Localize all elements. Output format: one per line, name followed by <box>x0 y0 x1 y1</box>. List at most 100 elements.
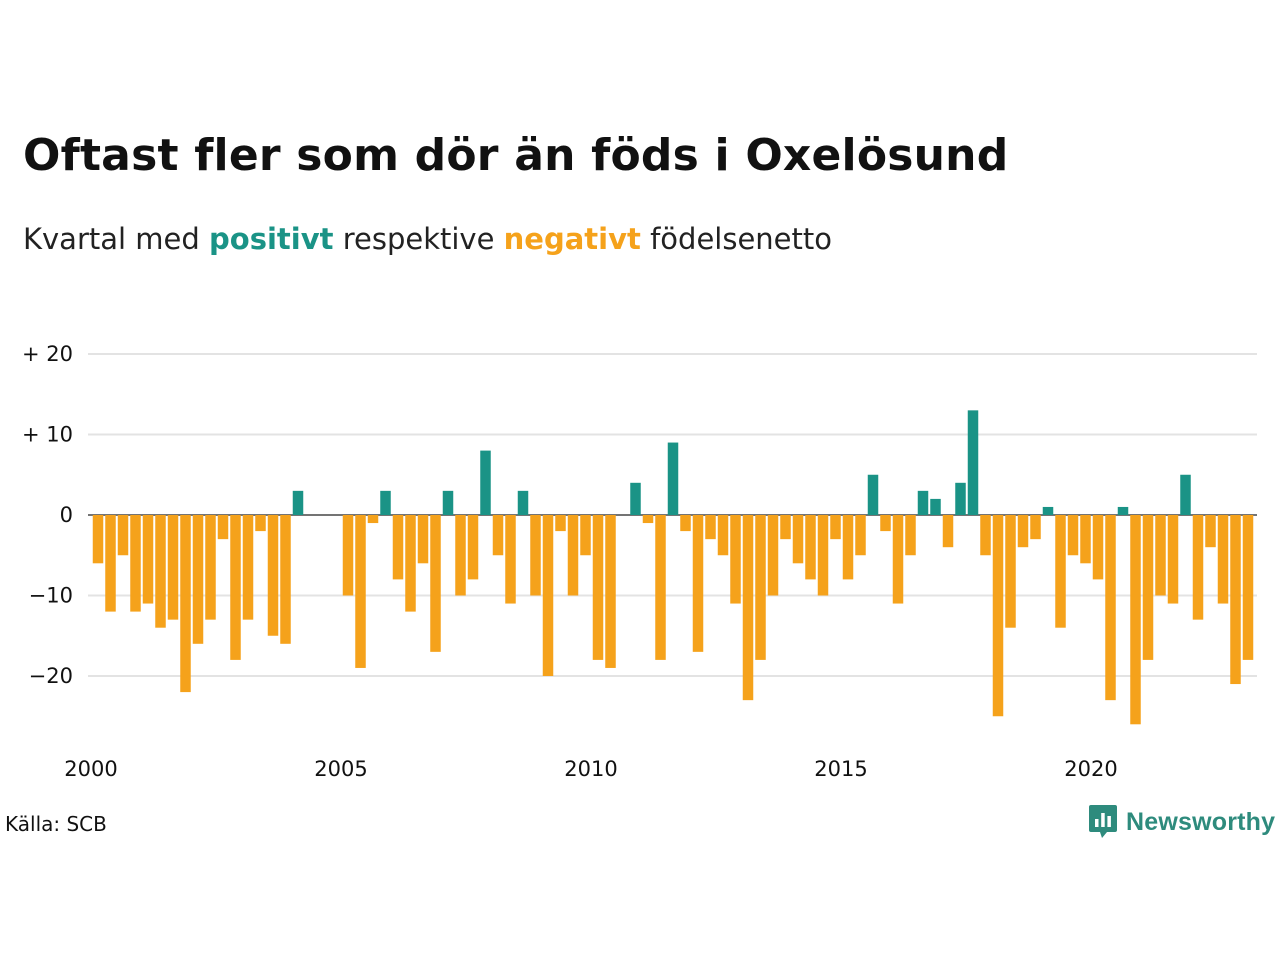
bar <box>805 515 816 580</box>
bar <box>980 515 991 556</box>
bar <box>755 515 766 660</box>
bar <box>1080 515 1091 564</box>
bar <box>1067 515 1079 556</box>
bar <box>780 515 791 540</box>
bar <box>442 490 454 515</box>
bar <box>892 515 904 604</box>
bar <box>217 515 229 540</box>
source-note: Källa: SCB <box>5 812 107 836</box>
bar <box>830 515 841 540</box>
bar <box>205 515 216 620</box>
bar <box>180 515 191 693</box>
x-tick-label: 2000 <box>64 757 117 781</box>
bar <box>642 515 654 524</box>
bar <box>817 515 829 596</box>
bar <box>417 515 429 564</box>
bar <box>742 515 754 701</box>
bar <box>1130 515 1141 725</box>
bar <box>555 515 566 532</box>
newsworthy-brand: Newsworthy <box>1088 804 1275 840</box>
bar-chart: + 20 + 10 0 −10 −20 2000 2005 2010 2015 2020 <box>22 342 1257 781</box>
bar <box>1230 515 1241 685</box>
y-tick-label: −10 <box>29 584 73 608</box>
bar <box>155 515 166 628</box>
bar <box>955 482 966 515</box>
bar <box>392 515 404 580</box>
bar <box>1005 515 1016 628</box>
bar <box>917 490 929 515</box>
bar <box>717 515 729 556</box>
bar <box>542 515 554 676</box>
bar <box>467 515 479 580</box>
bar <box>692 515 704 652</box>
bar <box>567 515 579 596</box>
subtitle-suffix: födelsenetto <box>650 222 832 256</box>
bar <box>355 515 366 668</box>
x-tick-label: 2020 <box>1064 757 1117 781</box>
bar <box>1042 506 1054 515</box>
bar <box>405 515 416 612</box>
bar <box>1205 515 1216 548</box>
x-tick-label: 2015 <box>814 757 867 781</box>
bar <box>1167 515 1179 604</box>
bar <box>530 515 541 596</box>
bar <box>867 474 879 515</box>
bar <box>505 515 516 604</box>
bar <box>117 515 129 556</box>
bar <box>367 515 379 524</box>
bar <box>1055 515 1066 628</box>
bar <box>292 490 304 515</box>
x-tick-label: 2010 <box>564 757 617 781</box>
bar <box>930 498 941 515</box>
bar <box>167 515 179 620</box>
bar <box>592 515 604 660</box>
bar <box>1092 515 1104 580</box>
bar <box>942 515 954 548</box>
bar <box>267 515 279 636</box>
bar <box>242 515 254 620</box>
bar <box>967 410 979 515</box>
bar <box>1155 515 1166 596</box>
bar <box>130 515 141 612</box>
y-tick-label: −20 <box>29 664 73 688</box>
bar <box>455 515 466 596</box>
bar <box>230 515 241 660</box>
bar <box>1192 515 1204 620</box>
bar <box>667 442 679 515</box>
bar <box>380 490 391 515</box>
bar <box>192 515 204 644</box>
y-tick-label: + 20 <box>22 342 73 366</box>
bar <box>630 482 641 515</box>
subtitle-prefix: Kvartal med <box>23 222 200 256</box>
x-tick-label: 2005 <box>314 757 367 781</box>
bar <box>1142 515 1154 660</box>
bar <box>992 515 1004 717</box>
bar <box>1105 515 1116 701</box>
bar <box>842 515 854 580</box>
newsworthy-logo-icon <box>1089 805 1117 838</box>
bar <box>767 515 779 596</box>
subtitle-middle: respektive <box>342 222 495 256</box>
bar <box>1180 474 1191 515</box>
subtitle-positive-word: positivt <box>209 222 334 256</box>
bar <box>255 515 266 532</box>
bar <box>1117 506 1129 515</box>
bar <box>1030 515 1041 540</box>
bar <box>580 515 591 556</box>
bar <box>680 515 691 532</box>
bar <box>105 515 116 612</box>
bar <box>517 490 529 515</box>
chart-title: Oftast fler som dör än föds i Oxelösund <box>23 130 1009 181</box>
chart-subtitle: Kvartal med positivt respektive negativt… <box>23 222 832 256</box>
y-tick-label: + 10 <box>22 423 73 447</box>
bar <box>142 515 154 604</box>
bar <box>430 515 441 652</box>
bar <box>730 515 741 604</box>
bar <box>1017 515 1029 548</box>
bar <box>342 515 354 596</box>
bar <box>92 515 104 564</box>
bar <box>280 515 291 644</box>
bar <box>480 450 491 515</box>
bar <box>855 515 866 556</box>
bar <box>905 515 916 556</box>
